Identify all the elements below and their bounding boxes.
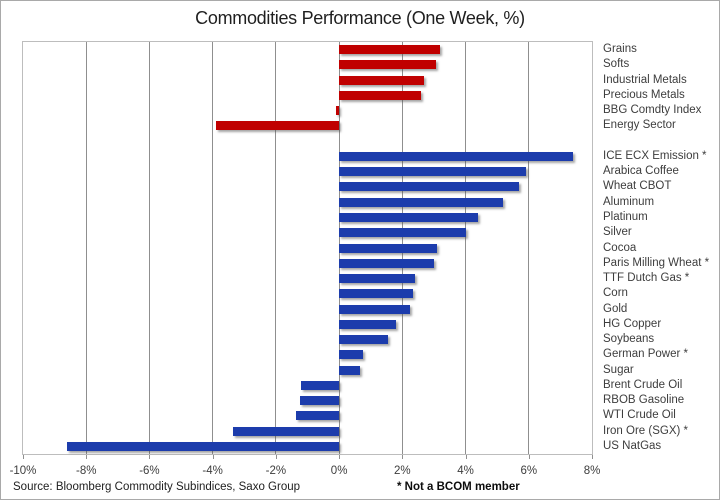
- gridline-8: [85, 42, 87, 454]
- bar-precious-metals: [339, 90, 422, 100]
- gridline-2: [275, 42, 277, 454]
- bar-aluminum: [339, 197, 504, 207]
- bar-grains: [339, 45, 441, 55]
- x-tick-label-8: -8%: [75, 465, 97, 477]
- bar-sugar: [339, 365, 360, 375]
- x-axis-tick-mark: [212, 455, 214, 459]
- x-tick-label-4: -4%: [202, 465, 223, 477]
- x-tick-label-10: -10%: [9, 465, 37, 477]
- category-label-ice-ecx-emission: ICE ECX Emission *: [603, 149, 707, 162]
- bar-arabica-coffee: [339, 167, 526, 177]
- category-label-industrial-metals: Industrial Metals: [603, 73, 687, 86]
- category-label-soybeans: Soybeans: [603, 333, 655, 346]
- category-label-energy-sector: Energy Sector: [603, 119, 676, 132]
- bar-silver: [339, 228, 466, 238]
- bar-rbob-gasoline: [299, 396, 340, 406]
- bar-wheat-cbot: [339, 182, 520, 192]
- gridline-6: [148, 42, 150, 454]
- category-label-softs: Softs: [603, 58, 630, 71]
- x-axis-tick-mark: [402, 455, 404, 459]
- category-label-gold: Gold: [603, 302, 628, 315]
- category-label-bbg-comdty-index: BBG Comdty Index: [603, 104, 702, 117]
- bar-corn: [339, 289, 414, 299]
- gridline-6: [528, 42, 530, 454]
- x-axis-tick-mark: [528, 455, 530, 459]
- plot-area: [22, 41, 593, 455]
- x-tick-label-6: -6%: [139, 465, 160, 477]
- x-tick-label-2: -2%: [265, 465, 287, 477]
- bar-cocoa: [339, 243, 438, 253]
- source-text: Source: Bloomberg Commodity Subindices, …: [13, 481, 301, 493]
- x-axis-tick-mark: [339, 455, 341, 459]
- bar-us-natgas: [67, 441, 340, 451]
- category-label-rbob-gasoline: RBOB Gasoline: [603, 394, 685, 407]
- bar-paris-milling-wheat: [339, 258, 434, 268]
- x-axis-tick-mark: [86, 455, 88, 459]
- x-tick-label-0: 0%: [330, 465, 348, 477]
- bar-ice-ecx-emission: [339, 151, 574, 161]
- x-tick-label-6: 6%: [520, 465, 538, 477]
- bar-energy-sector: [215, 121, 340, 131]
- category-label-corn: Corn: [603, 287, 628, 300]
- category-label-aluminum: Aluminum: [603, 195, 655, 208]
- category-label-arabica-coffee: Arabica Coffee: [603, 165, 679, 178]
- x-axis-tick-mark: [149, 455, 151, 459]
- category-label-wti-crude-oil: WTI Crude Oil: [603, 409, 676, 422]
- bar-industrial-metals: [339, 75, 425, 85]
- category-label-precious-metals: Precious Metals: [603, 88, 685, 101]
- bar-gold: [339, 304, 411, 314]
- bar-softs: [339, 60, 436, 70]
- category-label-iron-ore-sgx: Iron Ore (SGX) *: [603, 424, 688, 437]
- x-tick-label-4: 4%: [457, 465, 474, 477]
- category-label-ttf-dutch-gas: TTF Dutch Gas *: [603, 272, 690, 285]
- gridline-4: [465, 42, 467, 454]
- x-tick-label-8: 8%: [583, 465, 601, 477]
- bar-wti-crude-oil: [296, 411, 340, 421]
- bar-bbg-comdty-index: [335, 106, 340, 116]
- category-label-german-power: German Power *: [603, 348, 689, 361]
- category-label-sugar: Sugar: [603, 363, 634, 376]
- category-label-silver: Silver: [603, 226, 632, 239]
- category-label-cocoa: Cocoa: [603, 241, 637, 254]
- bar-hg-copper: [339, 319, 396, 329]
- gridline-4: [212, 42, 214, 454]
- footnote-not-bcom-member: * Not a BCOM member: [397, 481, 520, 493]
- bar-ttf-dutch-gas: [339, 274, 415, 284]
- bar-soybeans: [339, 335, 389, 345]
- chart-title: Commodities Performance (One Week, %): [195, 8, 525, 28]
- category-label-hg-copper: HG Copper: [603, 317, 662, 330]
- x-axis-tick-mark: [23, 455, 24, 459]
- x-axis-tick-mark: [465, 455, 467, 459]
- bar-iron-ore-sgx: [233, 426, 340, 436]
- category-label-us-natgas: US NatGas: [603, 439, 662, 452]
- bar-brent-crude-oil: [301, 380, 340, 390]
- x-axis-tick-mark: [275, 455, 277, 459]
- x-tick-label-2: 2%: [394, 465, 411, 477]
- x-axis-tick-mark: [592, 455, 593, 459]
- category-label-brent-crude-oil: Brent Crude Oil: [603, 378, 683, 391]
- bar-platinum: [339, 212, 479, 222]
- category-label-paris-milling-wheat: Paris Milling Wheat *: [603, 256, 710, 269]
- category-label-grains: Grains: [603, 43, 637, 56]
- category-label-platinum: Platinum: [603, 210, 648, 223]
- category-label-wheat-cbot: Wheat CBOT: [603, 180, 672, 193]
- bar-german-power: [339, 350, 363, 360]
